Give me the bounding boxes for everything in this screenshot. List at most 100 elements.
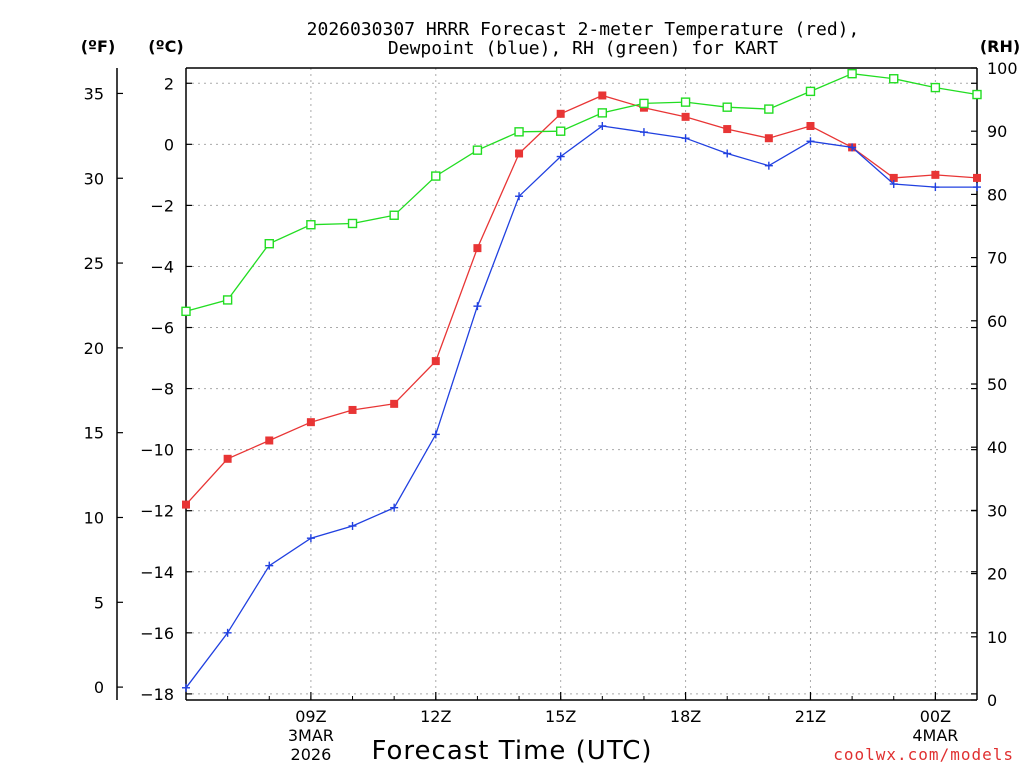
temperature-line [185,94,978,506]
celsius-tick-label: −6 [150,319,174,338]
rh-point [805,86,816,97]
dewpoint-point [973,183,981,192]
temperature-point [223,454,232,463]
rh-point [264,238,274,249]
fahrenheit-tick-label: 5 [94,593,104,612]
rh-point [431,171,441,181]
dewpoint-point [889,180,898,189]
series-temperature [182,91,981,509]
fahrenheit-tick-label: 20 [84,339,104,358]
x-tick-label: 12Z [420,707,451,726]
dewpoint-point [806,137,815,146]
x-tick-label: 09Z [295,707,326,726]
rh-tick-label: 0 [987,691,997,710]
rh-tick-label: 80 [987,185,1007,204]
celsius-tick-label: 2 [164,74,174,93]
celsius-tick-label: 0 [164,135,174,154]
rh-tick-label: 100 [987,59,1018,78]
rh-tick-label: 20 [987,565,1007,584]
rh-point [764,104,774,114]
rh-tick-label: 70 [987,249,1007,268]
temperature-point [431,357,440,366]
temperature-point [265,436,274,445]
fahrenheit-tick-label: 0 [94,678,104,697]
rh-point [347,218,358,229]
tick-labels: 20−2−4−6−8−10−12−14−16−18353025201510501… [84,59,1018,764]
temperature-point [515,149,524,158]
dewpoint-point [848,143,857,152]
rh-line [185,73,978,312]
fahrenheit-tick-label: 35 [84,84,104,103]
axes [116,67,978,701]
celsius-tick-label: −8 [150,380,174,399]
celsius-tick-label: −12 [140,502,174,521]
rh-point [306,220,316,230]
rh-point [597,108,608,118]
celsius-unit-label: (ºC) [148,37,183,56]
celsius-tick-label: −10 [140,441,174,460]
fahrenheit-tick-label: 15 [84,424,104,443]
rh-tick-label: 60 [987,312,1007,331]
dewpoint-point [348,521,357,530]
temperature-point [348,405,357,414]
celsius-tick-label: −2 [150,196,174,215]
rh-point [847,68,857,79]
temperature-point [889,173,898,182]
rh-tick-label: 10 [987,628,1007,647]
x-tick-year-label: 2026 [291,745,332,764]
dewpoint-point [223,628,232,637]
rh-point [472,145,483,155]
dewpoint-point [681,134,690,143]
celsius-tick-label: −18 [140,685,174,704]
temperature-point [723,125,732,134]
fahrenheit-unit-label: (ºF) [81,37,116,56]
dewpoint-point [764,161,773,170]
rh-point [930,82,941,93]
temperature-point [973,173,981,182]
celsius-tick-label: −4 [150,257,174,276]
fahrenheit-tick-label: 30 [84,169,104,188]
rh-point [722,102,732,112]
temperature-point [182,500,190,509]
temperature-point [556,109,565,118]
rh-point [514,127,524,137]
dewpoint-point [306,534,315,543]
fahrenheit-tick-label: 10 [84,508,104,527]
rh-tick-label: 30 [987,501,1007,520]
celsius-tick-label: −14 [140,563,174,582]
rh-point [889,74,899,84]
temperature-point [473,244,482,253]
dewpoint-point [182,683,190,692]
rh-point [680,97,691,107]
x-tick-label: 15Z [545,707,576,726]
data-series [181,68,982,692]
x-tick-date-label: 4MAR [912,726,958,745]
dewpoint-point [931,183,940,192]
x-tick-label: 18Z [670,707,701,726]
fahrenheit-tick-label: 25 [84,254,104,273]
dewpoint-point [598,122,607,131]
rh-point [222,295,233,305]
rh-point [555,126,566,136]
rh-point [389,210,399,220]
temperature-point [390,399,399,408]
dewpoint-point [639,128,648,137]
grid-lines [186,68,977,700]
temperature-point [806,122,815,131]
rh-unit-label: (RH) [980,37,1020,56]
x-tick-date-label: 3MAR [288,726,334,745]
dewpoint-line [185,125,977,689]
rh-point [639,98,649,109]
chart-title-line2: Dewpoint (blue), RH (green) for KART [388,38,778,59]
chart-title-line1: 2026030307 HRRR Forecast 2-meter Tempera… [307,19,860,40]
temperature-point [681,112,690,121]
series-dewpoint [182,122,981,692]
dewpoint-point [431,430,440,439]
dewpoint-point [515,192,524,201]
x-axis-title: Forecast Time (UTC) [371,736,652,766]
dewpoint-point [473,302,482,311]
series-rh [181,68,982,317]
celsius-tick-label: −16 [140,624,174,643]
credit-text: coolwx.com/models [833,745,1014,764]
